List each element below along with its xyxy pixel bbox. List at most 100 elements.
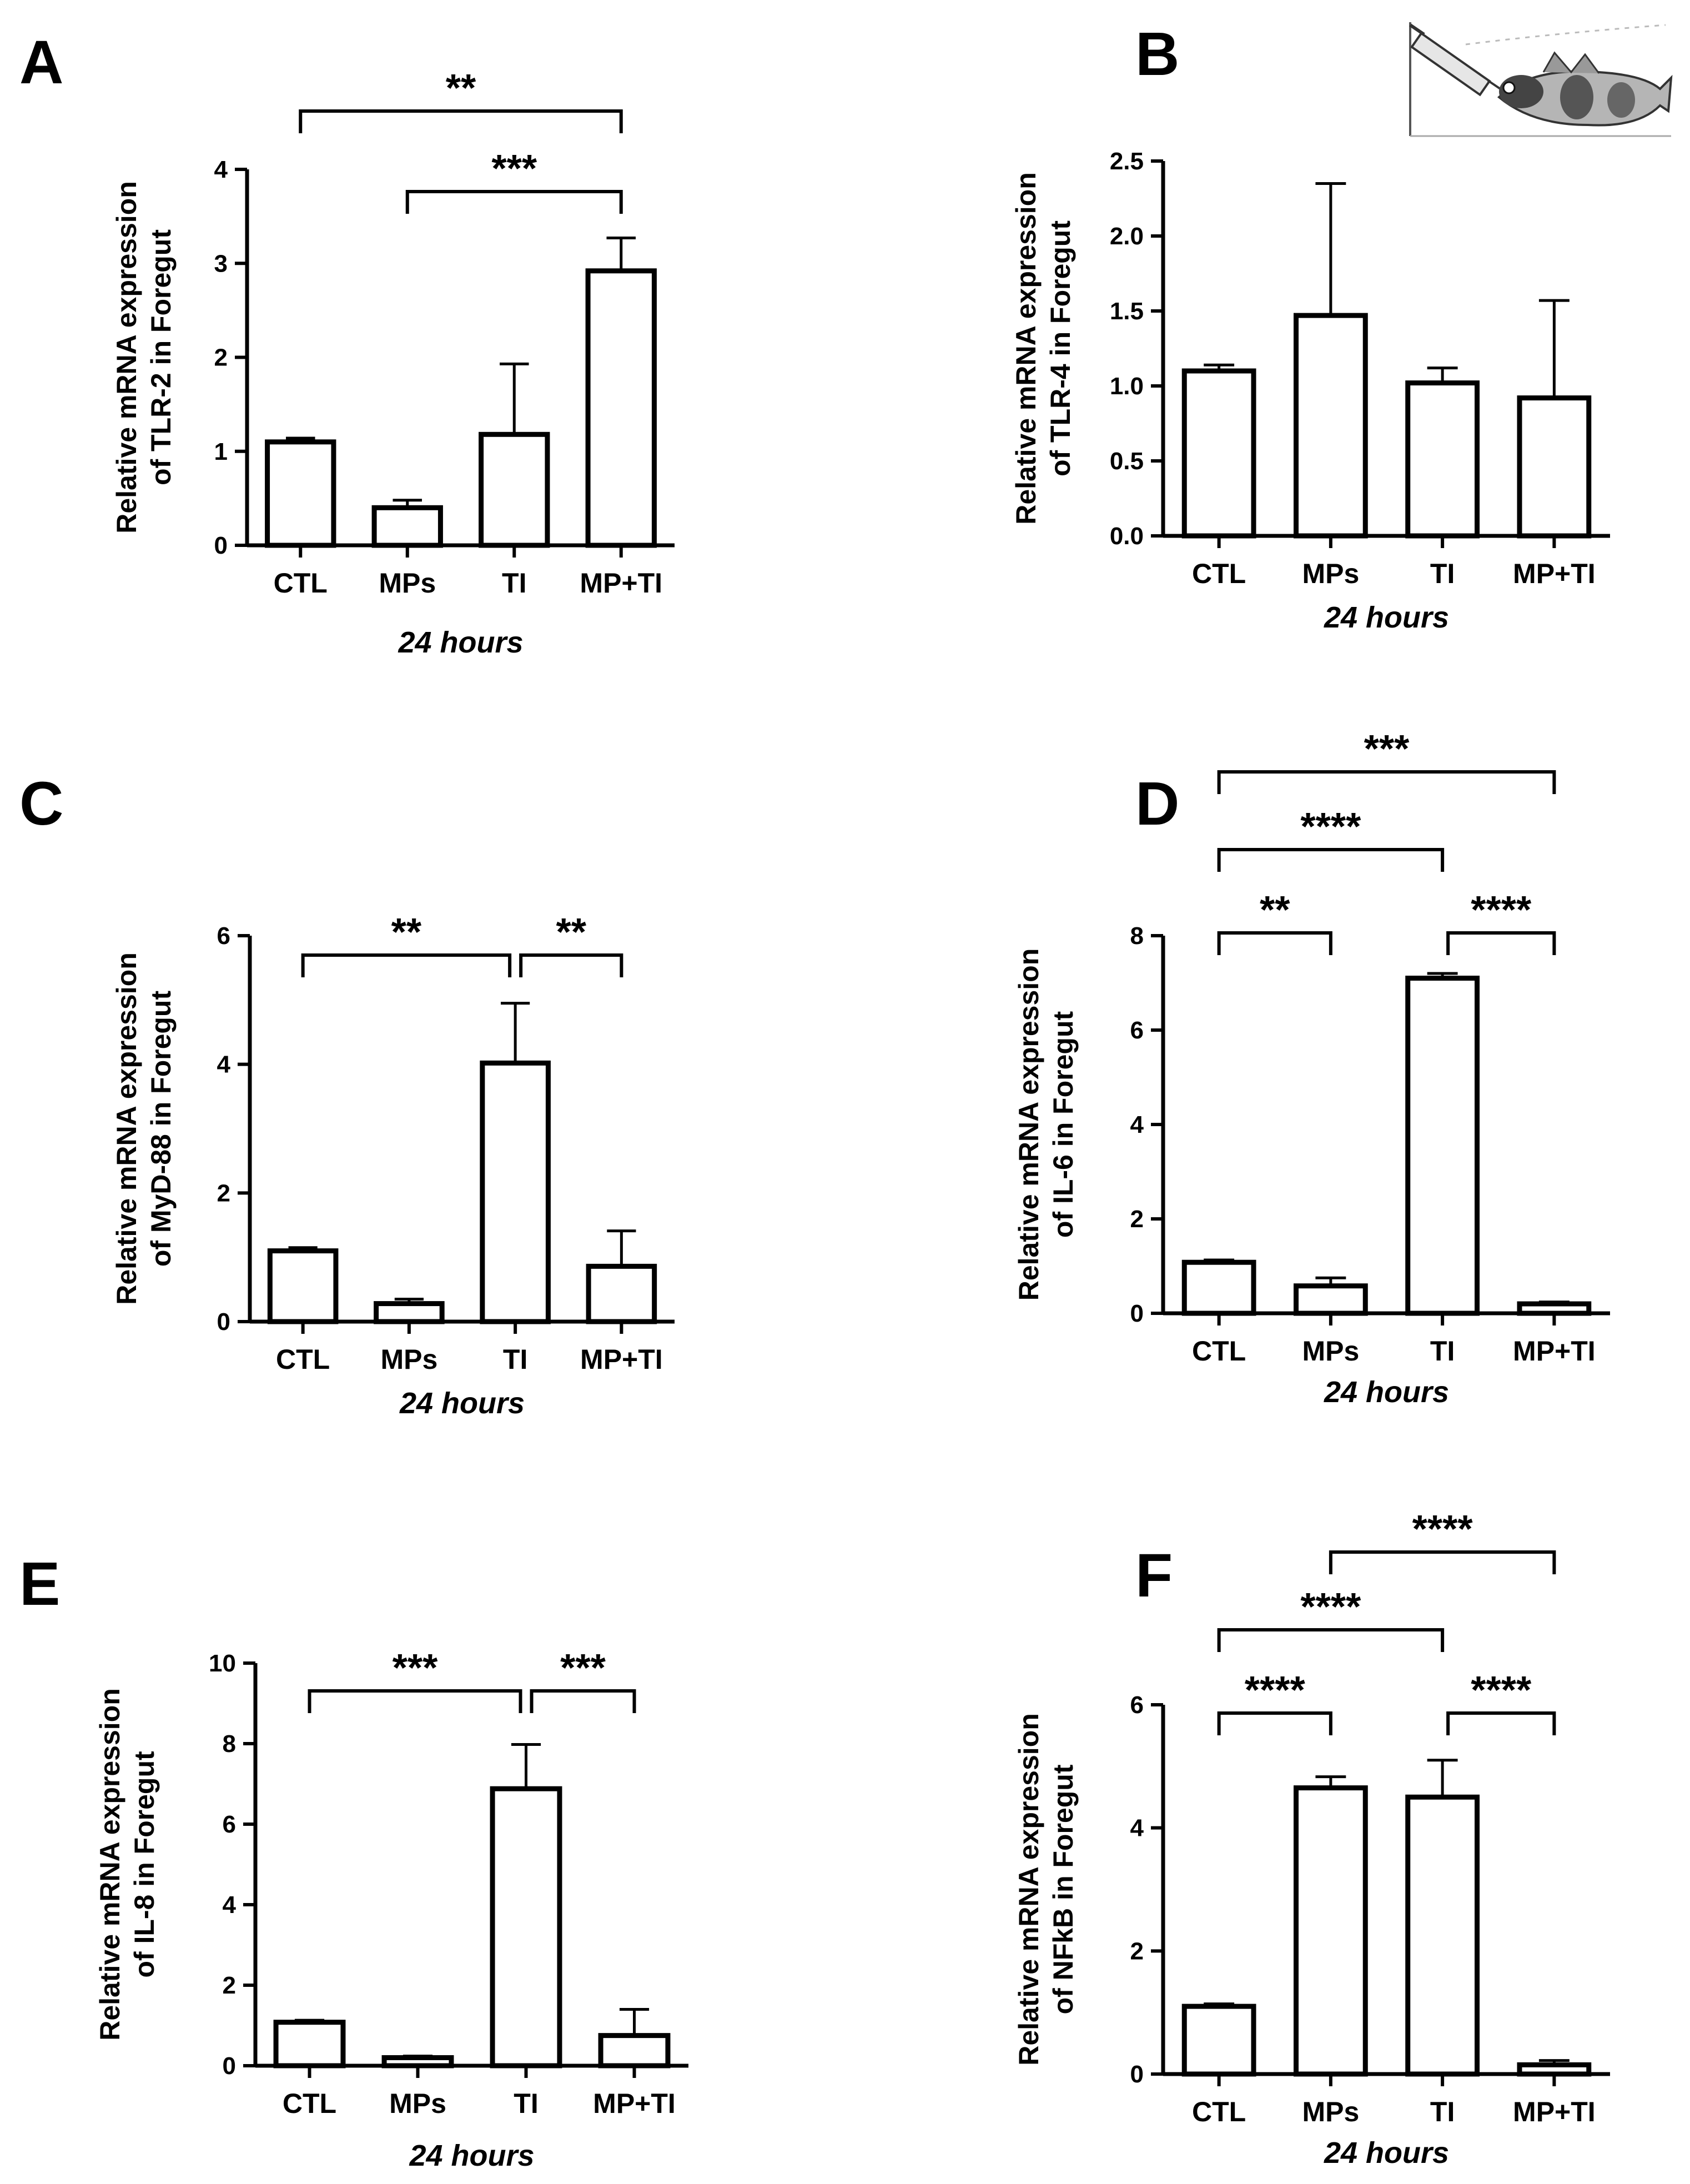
significance-bracket: *** bbox=[308, 1646, 522, 1713]
bracket-line bbox=[1217, 848, 1445, 872]
significance-label: ** bbox=[391, 910, 422, 953]
panel-letter: F bbox=[1135, 1542, 1173, 1610]
bar-mps bbox=[381, 2055, 454, 2068]
category-label: MPs bbox=[1302, 1335, 1359, 1367]
bar-mps bbox=[1293, 313, 1368, 539]
bracket-line bbox=[308, 1689, 522, 1713]
significance-bracket: **** bbox=[1329, 1507, 1556, 1574]
bracket-line bbox=[1217, 931, 1332, 955]
bar-mp-ti bbox=[1517, 2062, 1592, 2077]
x-axis-label: 24 hours bbox=[399, 1387, 525, 1420]
significance-bracket: **** bbox=[1217, 1668, 1332, 1735]
y-tick-label: 6 bbox=[217, 922, 230, 950]
y-tick-label: 4 bbox=[1130, 1111, 1144, 1138]
significance-bracket: **** bbox=[1217, 805, 1445, 872]
y-tick-label: 4 bbox=[214, 156, 228, 183]
y-axis-label-line: of IL-8 in Foregut bbox=[129, 1751, 160, 1978]
y-tick-label: 0.5 bbox=[1110, 448, 1144, 475]
bracket-line bbox=[1217, 770, 1556, 794]
panel-letter: C bbox=[19, 770, 63, 838]
y-axis-label-line: Relative mRNA expression bbox=[111, 181, 142, 534]
significance-label: ** bbox=[1260, 888, 1290, 931]
chart-panel-c: C 0 2 4 6 CTL MPs TI MP+TI 24 hours Relative mRNA … bbox=[19, 770, 675, 1420]
y-axis-label-line: Relative mRNA expression bbox=[94, 1688, 125, 2041]
category-label: TI bbox=[1430, 558, 1455, 589]
panel-letter: E bbox=[19, 1550, 60, 1618]
y-tick-label: 0.0 bbox=[1110, 523, 1144, 550]
category-label: CTL bbox=[1192, 1335, 1246, 1367]
bracket-line bbox=[1217, 1628, 1445, 1652]
category-label: CTL bbox=[1192, 2096, 1246, 2127]
y-tick-label: 0 bbox=[1130, 1300, 1144, 1327]
bar-mp-ti bbox=[1517, 1301, 1592, 1316]
bar-ctl bbox=[265, 439, 336, 548]
y-tick-label: 0 bbox=[214, 532, 228, 559]
significance-bracket: *** bbox=[405, 147, 623, 214]
significance-bracket: *** bbox=[1217, 727, 1556, 794]
y-axis-label-line: of NFkB in Foregut bbox=[1048, 1764, 1079, 2014]
category-label: CTL bbox=[283, 2088, 336, 2119]
y-tick-label: 2.0 bbox=[1110, 223, 1144, 250]
significance-label: **** bbox=[1300, 805, 1361, 848]
y-axis-label: Relative mRNA expression of NFkB in Foreg… bbox=[1013, 1713, 1079, 2066]
bar-mps bbox=[374, 1301, 445, 1324]
category-label: MPs bbox=[1302, 2096, 1359, 2127]
chart-panel-f: F 0 2 4 6 CTL MPs TI MP+TI 24 hours Relative mRNA … bbox=[1013, 1507, 1610, 2170]
panel-letter: A bbox=[19, 28, 63, 97]
y-axis-label-line: Relative mRNA expression bbox=[1010, 172, 1042, 525]
bar-mps bbox=[1293, 1283, 1368, 1316]
y-tick-label: 3 bbox=[214, 250, 228, 277]
bar-mp-ti bbox=[586, 1263, 657, 1324]
x-axis-label: 24 hours bbox=[398, 626, 523, 659]
bracket-line bbox=[1446, 1711, 1556, 1735]
category-label: TI bbox=[502, 568, 526, 599]
category-label: MP+TI bbox=[1513, 558, 1596, 589]
y-axis-label: Relative mRNA expression of TLR-4 in Fore… bbox=[1010, 172, 1076, 525]
category-label: TI bbox=[1430, 2096, 1455, 2127]
bar-mps bbox=[1293, 1785, 1368, 2077]
significance-bracket: ** bbox=[1217, 888, 1332, 955]
bracket-line bbox=[1329, 1550, 1556, 1574]
bar-mp-ti bbox=[585, 268, 657, 548]
bracket-line bbox=[405, 190, 623, 214]
category-label: MPs bbox=[389, 2088, 446, 2119]
y-tick-label: 1.5 bbox=[1110, 298, 1144, 325]
bar-ctl bbox=[267, 1248, 339, 1324]
bar-mp-ti bbox=[598, 2033, 671, 2068]
y-tick-label: 0 bbox=[217, 1308, 230, 1335]
fish-injection-illustration bbox=[1409, 22, 1673, 137]
y-tick-label: 4 bbox=[223, 1891, 237, 1919]
y-tick-label: 2 bbox=[1130, 1206, 1144, 1233]
fish-icon bbox=[1497, 51, 1673, 127]
significance-bracket: ** bbox=[301, 910, 512, 977]
chart-panel-a: A 0 1 2 3 4 CTL MPs TI MP+TI 24 hours Relative mRNA… bbox=[19, 28, 675, 659]
y-tick-label: 0 bbox=[223, 2052, 236, 2080]
y-tick-label: 2 bbox=[217, 1179, 230, 1207]
significance-label: *** bbox=[560, 1646, 606, 1689]
bar-mp-ti bbox=[1517, 395, 1592, 539]
chart-panel-b: B 0.0 0.5 1.0 1.5 2.0 2.5 CTL MPs TI MP+TI 24 hours… bbox=[1010, 20, 1610, 634]
y-axis-label-line: of TLR-2 in Foregut bbox=[145, 229, 177, 485]
y-tick-label: 1.0 bbox=[1110, 373, 1144, 400]
bar-ctl bbox=[1181, 2004, 1256, 2077]
x-axis-label: 24 hours bbox=[409, 2139, 534, 2172]
significance-bracket: **** bbox=[1217, 1585, 1445, 1652]
y-axis-label-line: of TLR-4 in Foregut bbox=[1045, 220, 1076, 476]
chart-panel-d: D 0 2 4 6 8 CTL MPs TI MP+TI 24 hours Relative mRNA… bbox=[1013, 727, 1610, 1409]
bar-ti bbox=[1405, 380, 1480, 539]
y-tick-label: 6 bbox=[223, 1811, 236, 1838]
category-label: MP+TI bbox=[593, 2088, 676, 2119]
y-axis-label-line: Relative mRNA expression bbox=[1013, 1713, 1044, 2066]
y-axis-label-line: of IL-6 in Foregut bbox=[1048, 1011, 1079, 1238]
category-label: TI bbox=[503, 1344, 527, 1375]
significance-label: ** bbox=[446, 66, 476, 109]
y-tick-label: 2 bbox=[214, 344, 228, 371]
y-tick-label: 2.5 bbox=[1110, 148, 1144, 175]
x-axis-label: 24 hours bbox=[1324, 2136, 1449, 2170]
y-tick-label: 4 bbox=[1130, 1815, 1144, 1842]
y-axis-label: Relative mRNA expression of MyD-88 in For… bbox=[111, 952, 177, 1305]
panel-letter: D bbox=[1135, 770, 1179, 838]
bracket-line bbox=[301, 953, 512, 977]
bar-ti bbox=[1405, 1794, 1480, 2077]
